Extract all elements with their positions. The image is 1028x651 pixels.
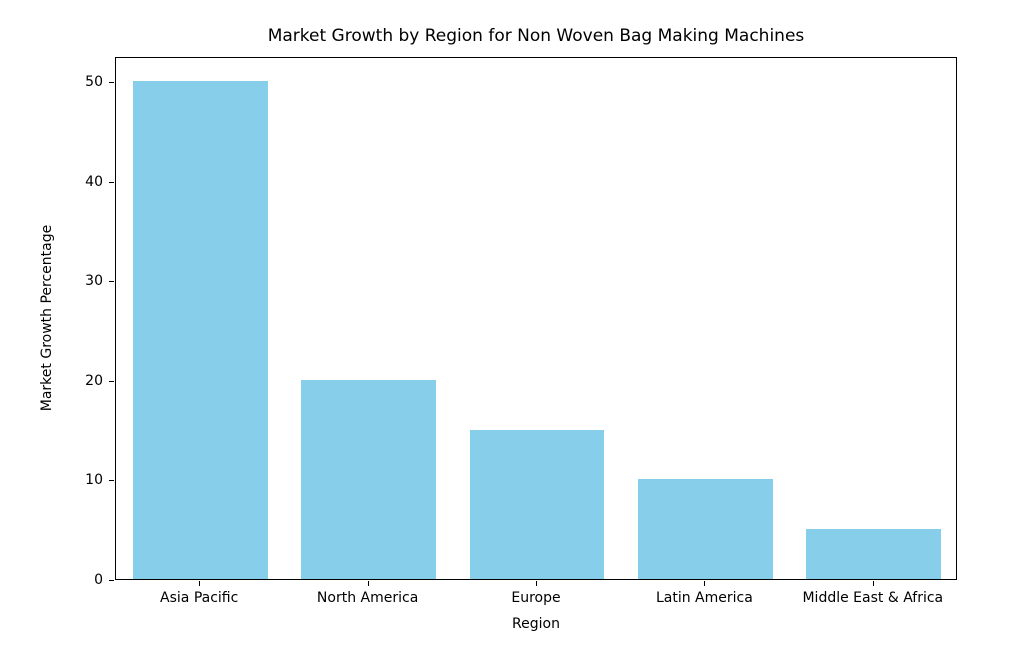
y-tick-mark xyxy=(109,181,114,183)
y-tick-mark xyxy=(109,281,114,283)
chart-title: Market Growth by Region for Non Woven Ba… xyxy=(267,26,805,46)
x-tick-label: Europe xyxy=(511,590,561,606)
y-tick-label: 20 xyxy=(85,372,103,389)
y-tick-mark xyxy=(109,580,114,581)
y-tick-mark xyxy=(109,480,114,482)
y-tick-mark xyxy=(109,380,114,382)
y-tick-label: 0 xyxy=(94,572,103,588)
y-tick-label: 10 xyxy=(85,472,103,489)
x-tick-mark xyxy=(704,581,706,586)
x-tick-label: Middle East & Africa xyxy=(802,590,944,606)
bar-north-america xyxy=(301,379,436,579)
x-tick-label: Latin America xyxy=(655,590,753,606)
bar-latin-america xyxy=(638,479,773,579)
y-tick-label: 30 xyxy=(85,273,103,290)
y-tick-label: 50 xyxy=(85,73,103,90)
x-tick-mark xyxy=(536,581,537,586)
x-tick-label: Asia Pacific xyxy=(160,590,239,606)
x-tick-label: North America xyxy=(316,590,419,606)
x-tick-mark xyxy=(872,581,874,586)
plot-area xyxy=(115,57,957,580)
y-axis-label: Market Growth Percentage xyxy=(39,224,55,412)
x-axis-label: Region xyxy=(512,616,560,632)
y-tick-mark xyxy=(109,81,114,83)
y-tick-label: 40 xyxy=(85,173,103,190)
bar-middle-east-africa xyxy=(806,529,942,579)
bar-asia-pacific xyxy=(132,80,268,579)
x-tick-mark xyxy=(199,581,201,586)
x-tick-mark xyxy=(367,581,369,586)
bar-europe xyxy=(469,429,605,579)
